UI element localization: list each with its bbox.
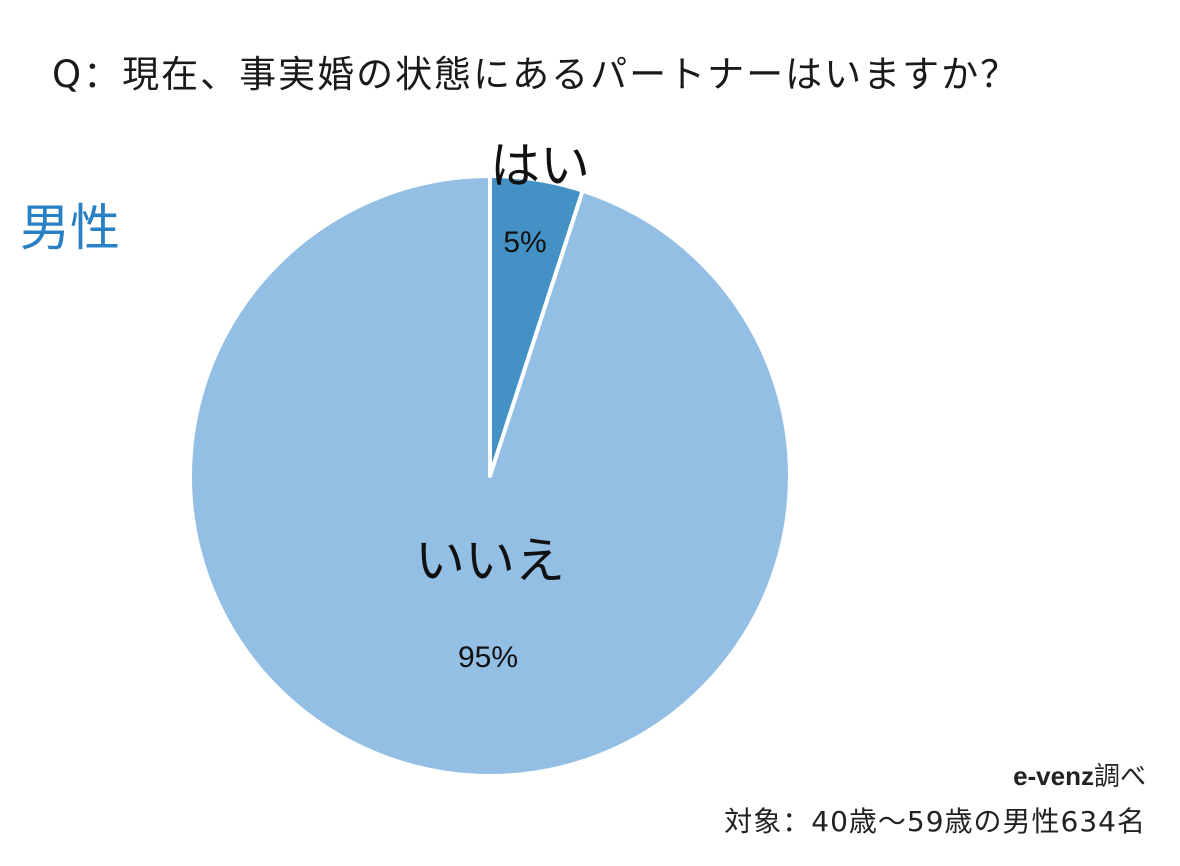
pie-value-label-no: 95% bbox=[458, 641, 518, 674]
source-credit: e-venz調べ bbox=[1013, 756, 1146, 793]
pie-category-label-no: いいえ bbox=[415, 532, 565, 590]
source-suffix: 調べ bbox=[1093, 762, 1146, 792]
group-label-male: 男性 bbox=[20, 199, 120, 257]
pie-value-label-yes: 5% bbox=[503, 226, 546, 259]
chart-question-title: Q：現在、事実婚の状態にあるパートナーはいますか？ bbox=[52, 53, 1020, 96]
source-brand: e-venz bbox=[1013, 761, 1094, 791]
pie-slice-no bbox=[188, 174, 792, 778]
pie-category-label-yes: はい bbox=[490, 137, 590, 195]
survey-subject-note: 対象：40歳～59歳の男性634名 bbox=[724, 805, 1146, 838]
